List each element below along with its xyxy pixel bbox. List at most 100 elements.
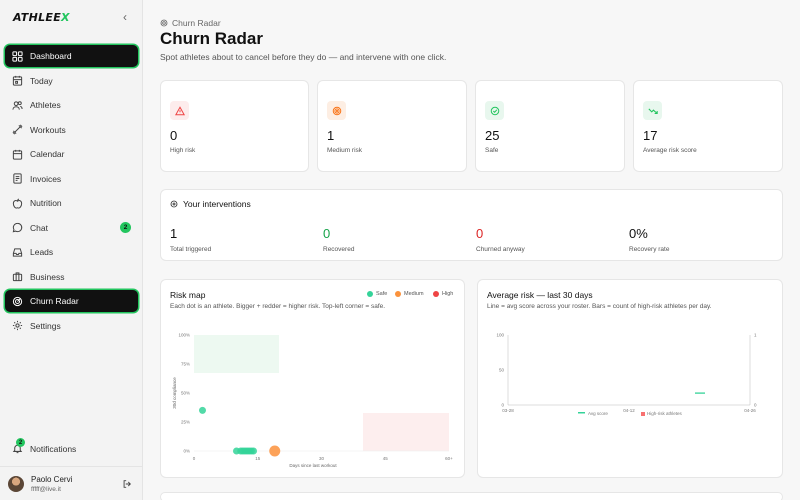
legend-high: High <box>433 291 453 297</box>
breadcrumb-label: Churn Radar <box>172 18 221 28</box>
sidebar-item-label: Calendar <box>30 149 65 159</box>
grid-icon <box>12 50 23 62</box>
sidebar-item-dashboard[interactable]: Dashboard <box>5 45 138 67</box>
x-tick-label: 04-12 <box>623 408 635 413</box>
sidebar-item-leads[interactable]: Leads <box>5 241 138 263</box>
target-icon <box>327 101 346 120</box>
brand-logo[interactable]: ATHLEEX <box>13 11 70 24</box>
invoice-icon <box>12 173 23 184</box>
risk-map-subtitle: Each dot is an athlete. Bigger + redder … <box>170 303 386 310</box>
scatter-point-medium[interactable] <box>269 445 281 457</box>
x-tick-label: 04-26 <box>744 408 756 413</box>
collapse-sidebar-icon[interactable]: ‹ <box>123 10 127 24</box>
y-tick-label: 100 <box>496 333 504 338</box>
average-risk-subtitle: Line = avg score across your roster. Bar… <box>487 303 712 310</box>
x-axis-label: Days since last workout <box>289 463 337 468</box>
metric-value: 1 <box>170 226 178 241</box>
stat-value: 17 <box>643 128 658 143</box>
sidebar-item-today[interactable]: Today <box>5 70 138 92</box>
metric-value: 0 <box>323 226 331 241</box>
radar-icon <box>160 19 168 27</box>
average-risk-title: Average risk — last 30 days <box>487 290 593 300</box>
notifications-label: Notifications <box>30 443 77 454</box>
sidebar-item-label: Athletes <box>30 100 61 110</box>
notifications-badge: 2 <box>16 438 25 447</box>
sidebar: ATHLEEX ‹ Dashboard Today Athletes Worko… <box>0 0 143 500</box>
metric-label: Recovery rate <box>629 246 670 253</box>
interventions-card: Your interventions 1 Total triggered 0 R… <box>160 189 783 261</box>
y-right-tick-label: 0 <box>754 403 757 408</box>
scatter-point-safe[interactable] <box>199 406 206 414</box>
sidebar-item-label: Invoices <box>30 173 62 184</box>
calendar-today-icon <box>12 75 23 86</box>
scatter-point-safe[interactable] <box>250 447 257 455</box>
legend-medium: Medium <box>395 291 424 297</box>
sidebar-item-business[interactable]: Business <box>5 266 138 288</box>
sidebar-item-calendar[interactable]: Calendar <box>5 143 138 165</box>
y-tick-label: 0% <box>183 449 190 454</box>
y-tick-label: 75% <box>181 362 190 367</box>
sidebar-item-label: Nutrition <box>30 198 62 208</box>
chat-icon <box>12 222 23 233</box>
metric-value: 0% <box>629 226 648 241</box>
x-tick-label: 03-28 <box>502 408 514 413</box>
stat-label: Safe <box>485 147 499 154</box>
stat-card-high-risk: 0 High risk <box>160 80 309 172</box>
stat-card-average-risk: 17 Average risk score <box>633 80 783 172</box>
apple-icon <box>12 197 23 209</box>
check-circle-icon <box>485 101 504 120</box>
sidebar-item-settings[interactable]: Settings <box>5 315 138 337</box>
y-tick-label: 50 <box>499 368 505 373</box>
danger-zone <box>363 413 449 451</box>
y-right-tick-label: 1 <box>754 333 757 338</box>
radar-icon <box>12 296 23 307</box>
logout-icon[interactable] <box>122 479 132 489</box>
trending-down-icon <box>643 101 662 120</box>
legend-safe: Safe <box>367 291 387 297</box>
notifications-button[interactable]: 2 Notifications <box>12 438 77 454</box>
user-name: Paolo Cervi <box>31 475 73 484</box>
briefcase-icon <box>12 271 23 282</box>
metric-recovered: 0 Recovered <box>323 226 354 253</box>
stat-label: Medium risk <box>327 147 363 154</box>
sidebar-item-label: Leads <box>30 247 54 257</box>
avatar[interactable] <box>8 476 24 492</box>
stat-value: 1 <box>327 128 335 143</box>
metric-label: Recovered <box>323 246 355 253</box>
users-icon <box>12 100 23 111</box>
legend-swatch <box>641 412 645 416</box>
metric-label: Churned anyway <box>476 246 525 253</box>
sidebar-item-athletes[interactable]: Athletes <box>5 94 138 116</box>
risk-map-chart: 30d compliance Days since last workout 1… <box>172 333 453 469</box>
sidebar-item-churn-radar[interactable]: Churn Radar <box>5 290 138 312</box>
stat-value: 25 <box>485 128 500 143</box>
y-tick-label: 0 <box>501 403 504 408</box>
x-tick-label: 30 <box>319 456 325 461</box>
sidebar-item-invoices[interactable]: Invoices <box>5 168 138 190</box>
safe-zone <box>194 335 279 373</box>
x-tick-label: 0 <box>193 456 196 461</box>
next-section-card <box>160 492 783 500</box>
stat-value: 0 <box>170 128 178 143</box>
sidebar-item-label: Chat <box>30 222 48 233</box>
chat-unread-badge: 2 <box>120 221 131 233</box>
metric-total-triggered: 1 Total triggered <box>170 226 211 253</box>
sidebar-item-label: Churn Radar <box>30 296 79 306</box>
sidebar-item-workouts[interactable]: Workouts <box>5 119 138 141</box>
sidebar-item-label: Workouts <box>30 124 66 135</box>
y-axis-label: 30d compliance <box>172 377 177 409</box>
risk-map-card: Risk map Each dot is an athlete. Bigger … <box>160 279 465 478</box>
legend-label: Avg score <box>588 411 608 416</box>
user-profile[interactable]: Paolo Cervi fffff@live.it <box>0 466 143 500</box>
legend-swatch <box>578 412 585 414</box>
calendar-icon <box>12 149 23 160</box>
stat-card-safe: 25 Safe <box>475 80 625 172</box>
user-email: fffff@live.it <box>31 486 61 493</box>
sidebar-item-chat[interactable]: Chat 2 <box>5 217 138 239</box>
sidebar-item-nutrition[interactable]: Nutrition <box>5 192 138 214</box>
sidebar-item-label: Business <box>30 271 65 282</box>
legend-swatch <box>367 291 373 297</box>
metric-recovery-rate: 0% Recovery rate <box>629 226 669 253</box>
sidebar-nav: Dashboard Today Athletes Workouts Calend… <box>5 45 138 339</box>
y-tick-label: 100% <box>178 333 190 338</box>
